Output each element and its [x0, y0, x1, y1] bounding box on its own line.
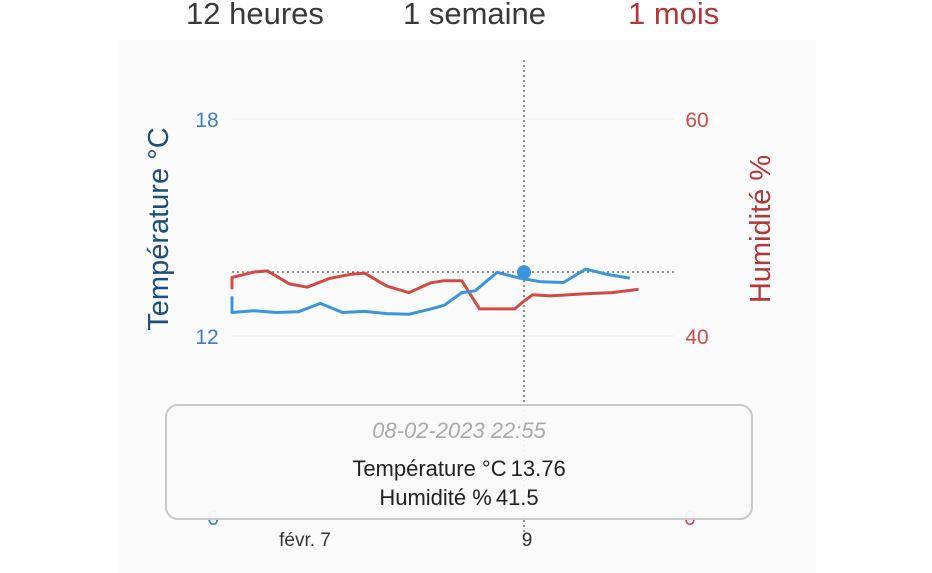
left-axis-title: Température °C: [143, 127, 175, 330]
left-axis-tick-middle: 12: [195, 326, 218, 349]
humidity-series-line[interactable]: [230, 269, 639, 311]
period-tabs: 12 heures 1 semaine 1 mois: [0, 0, 932, 40]
tooltip-humidity: Humidité % 41.5: [167, 485, 751, 511]
x-axis-tick-1: 9: [522, 530, 533, 551]
temperature-series-line[interactable]: [230, 267, 631, 316]
tab-1-mois[interactable]: 1 mois: [628, 0, 720, 31]
tooltip-humidity-label: Humidité %: [379, 485, 492, 510]
chart-tooltip: 08-02-2023 22:55 Température °C 13.76 Hum…: [165, 404, 753, 520]
tooltip-temperature-value: 13.76: [510, 456, 566, 481]
tooltip-temperature: Température °C 13.76: [167, 456, 751, 482]
tooltip-temperature-label: Température °C: [352, 456, 507, 481]
right-axis-tick-top: 60: [685, 109, 708, 132]
temperature-hover-point: [517, 265, 531, 280]
right-axis-title: Humidité %: [745, 155, 777, 303]
x-axis-tick-0: févr. 7: [279, 530, 331, 551]
tooltip-humidity-value: 41.5: [495, 485, 539, 510]
left-axis-tick-top: 18: [195, 109, 218, 132]
tab-1-semaine[interactable]: 1 semaine: [403, 0, 547, 31]
tab-12-heures[interactable]: 12 heures: [186, 0, 324, 31]
tooltip-date: 08-02-2023 22:55: [372, 418, 546, 443]
right-axis-tick-middle: 40: [685, 326, 708, 349]
